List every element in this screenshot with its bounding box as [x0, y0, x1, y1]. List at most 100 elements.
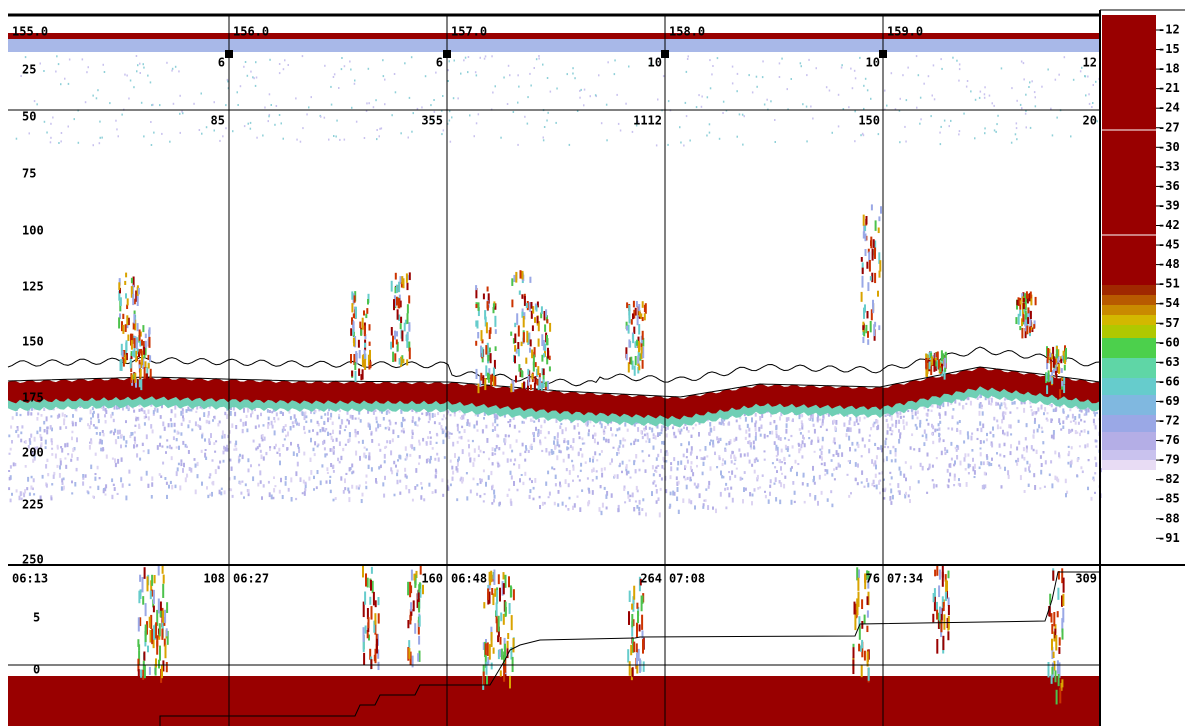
- speckle: [560, 422, 563, 426]
- scale-label: -18: [1158, 62, 1180, 76]
- school-echo: [1059, 389, 1062, 398]
- school-echo: [548, 366, 551, 372]
- school-echo: [134, 372, 137, 383]
- school-echo: [641, 330, 644, 340]
- school-echo: [509, 675, 511, 689]
- school-echo: [363, 349, 366, 360]
- speckle: [595, 470, 598, 473]
- school-echo: [868, 260, 871, 272]
- speckle: [775, 430, 778, 435]
- speckle: [263, 436, 266, 441]
- speckle: [404, 473, 407, 478]
- speckle: [112, 418, 115, 423]
- speckle: [272, 496, 275, 500]
- speckle: [689, 139, 691, 142]
- speckle: [143, 415, 146, 420]
- speckle: [147, 409, 150, 414]
- speckle: [716, 466, 719, 469]
- distance-label: 155.0: [12, 25, 48, 39]
- speckle: [326, 467, 329, 472]
- speckle: [644, 469, 647, 473]
- speckle: [658, 432, 661, 436]
- speckle: [267, 424, 270, 429]
- speckle: [422, 437, 425, 442]
- speckle: [861, 132, 864, 135]
- speckle: [184, 443, 187, 448]
- school-echo: [638, 304, 641, 312]
- speckle: [65, 415, 68, 418]
- speckle: [65, 426, 68, 429]
- speckle: [878, 447, 880, 450]
- speckle: [98, 477, 101, 480]
- speckle: [817, 500, 819, 506]
- school-echo: [118, 278, 121, 286]
- school-echo: [947, 605, 950, 616]
- speckle: [764, 490, 766, 493]
- speckle: [566, 73, 568, 76]
- speckle: [331, 438, 334, 443]
- speckle: [733, 462, 736, 465]
- school-echo: [514, 355, 516, 364]
- school-echo: [163, 638, 166, 647]
- speckle: [1023, 78, 1025, 81]
- speckle: [1025, 423, 1028, 428]
- color-swatch: [1102, 15, 1156, 30]
- speckle: [913, 448, 916, 451]
- speckle: [255, 61, 257, 64]
- school-echo: [936, 351, 939, 361]
- school-echo: [131, 374, 134, 380]
- speckle: [509, 423, 511, 428]
- speckle: [368, 455, 371, 461]
- school-echo: [519, 270, 522, 279]
- speckle: [771, 430, 774, 435]
- speckle: [796, 471, 798, 477]
- speckle: [643, 427, 646, 431]
- speckle: [1010, 444, 1012, 449]
- speckle: [367, 422, 370, 428]
- speckle: [21, 425, 24, 429]
- school-echo: [548, 355, 551, 361]
- school-echo: [864, 573, 867, 590]
- school-echo: [940, 350, 943, 362]
- speckle: [731, 65, 734, 68]
- speckle: [179, 112, 181, 115]
- speckle: [959, 430, 962, 435]
- speckle: [30, 433, 33, 438]
- speckle: [971, 432, 974, 435]
- speckle: [872, 423, 875, 428]
- speckle: [351, 106, 353, 109]
- speckle: [486, 438, 489, 443]
- speckle: [537, 429, 540, 434]
- speckle: [547, 496, 550, 499]
- school-echo: [485, 322, 488, 334]
- speckle: [74, 482, 77, 487]
- speckle: [983, 93, 986, 96]
- depth-label: 250: [22, 553, 44, 567]
- speckle: [481, 429, 484, 434]
- school-echo: [135, 379, 137, 388]
- school-echo: [504, 574, 507, 588]
- speckle: [1031, 80, 1033, 83]
- speckle: [928, 463, 931, 469]
- speckle: [445, 417, 447, 420]
- speckle: [92, 412, 94, 418]
- speckle: [967, 472, 970, 475]
- speckle: [1003, 432, 1006, 436]
- speckle: [219, 460, 222, 464]
- speckle: [151, 476, 154, 481]
- school-echo: [138, 329, 141, 341]
- speckle: [883, 489, 886, 493]
- school-echo: [484, 653, 487, 668]
- depth-label: 100: [22, 224, 44, 238]
- school-echo: [543, 353, 546, 358]
- speckle: [367, 67, 370, 70]
- speckle: [988, 461, 991, 467]
- speckle: [204, 438, 206, 442]
- speckle: [754, 422, 757, 428]
- speckle: [697, 483, 700, 488]
- speckle: [600, 423, 603, 429]
- school-echo: [363, 325, 366, 337]
- school-echo: [497, 635, 500, 643]
- speckle: [8, 452, 11, 455]
- school-echo: [165, 662, 168, 673]
